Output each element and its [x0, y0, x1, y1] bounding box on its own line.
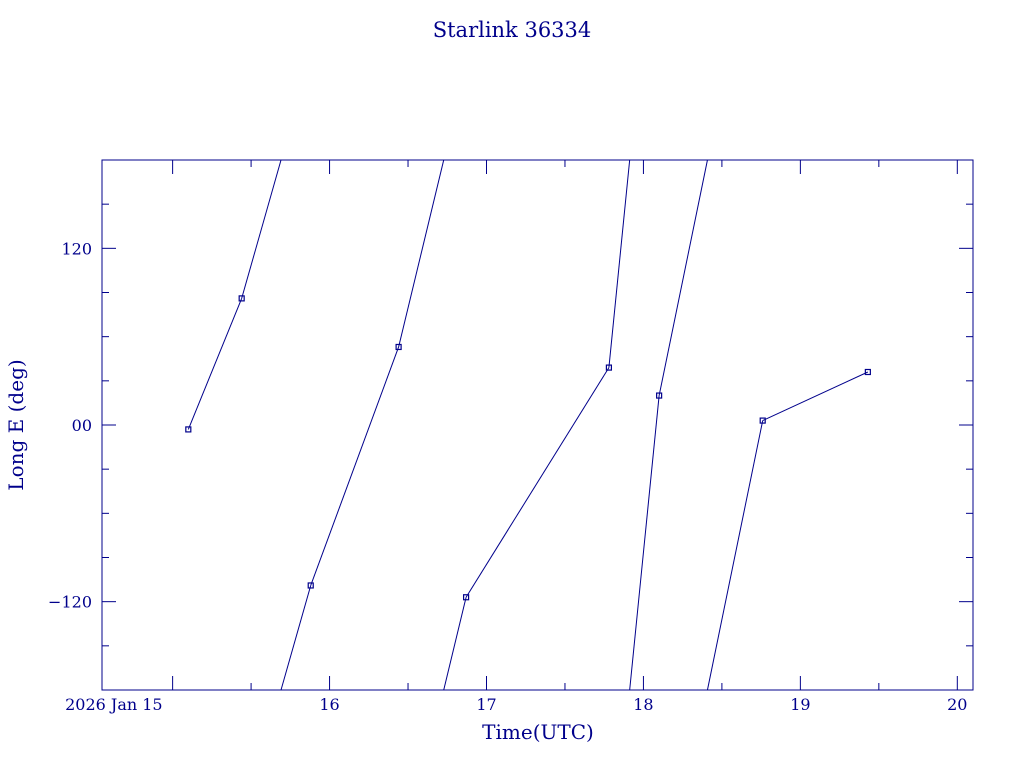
series-group — [185, 159, 871, 691]
y-tick-label: 00 — [72, 416, 92, 435]
data-point — [395, 343, 402, 351]
x-tick-label: 19 — [790, 695, 810, 714]
data-point — [864, 368, 871, 376]
data-point — [307, 582, 314, 589]
series-segment — [398, 159, 445, 348]
series-segment — [187, 298, 243, 430]
series-segment — [706, 420, 764, 691]
x-tick-label: 18 — [633, 695, 653, 714]
x-tick-label: 16 — [319, 695, 339, 714]
series-segment — [608, 159, 631, 368]
plot-frame — [101, 159, 974, 691]
series-segment — [762, 371, 869, 422]
data-point — [759, 417, 766, 424]
data-point — [462, 594, 470, 601]
data-point — [656, 392, 663, 399]
series-segment — [280, 585, 312, 691]
series-segment — [443, 597, 467, 691]
x-tick-labels: 2026 Jan 15 16 17 18 19 20 — [65, 695, 967, 714]
series-segment — [241, 159, 282, 299]
data-point — [605, 364, 613, 371]
chart-title: Starlink 36334 — [433, 18, 592, 42]
x-tick-label: 2026 Jan 15 — [65, 695, 163, 714]
y-axis-label: Long E (deg) — [4, 359, 28, 490]
series-segment — [310, 346, 400, 586]
series-segment — [658, 159, 708, 396]
y-tick-label: 120 — [61, 239, 92, 258]
x-tick-label: 20 — [947, 695, 967, 714]
series-segment — [465, 367, 610, 598]
x-tick-label: 17 — [476, 695, 496, 714]
y-tick-labels: 120 00 −120 — [48, 239, 92, 611]
data-point — [238, 295, 245, 302]
series-segment — [629, 395, 660, 691]
x-axis-label: Time(UTC) — [482, 720, 594, 744]
data-point — [185, 426, 192, 433]
y-tick-label: −120 — [48, 593, 92, 612]
axis-ticks — [102, 160, 973, 690]
